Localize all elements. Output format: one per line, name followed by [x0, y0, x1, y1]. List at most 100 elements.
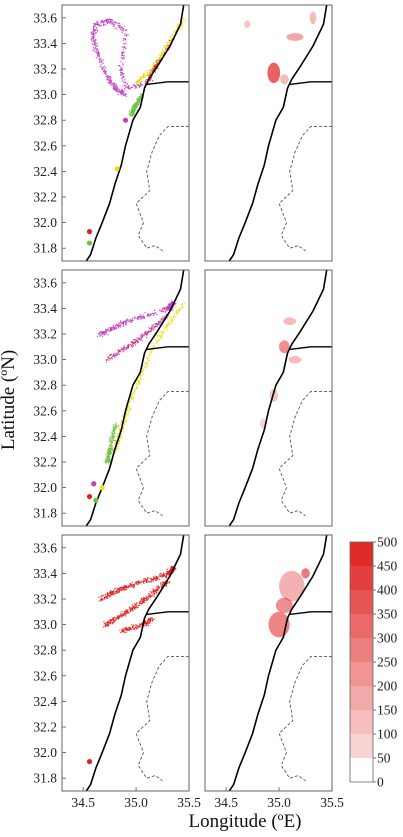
particle-dot	[104, 66, 107, 69]
particle-dot	[125, 323, 127, 325]
particle-dot	[141, 80, 143, 82]
particle-dot	[109, 354, 111, 356]
particle-dot	[161, 52, 163, 54]
particle-dot	[130, 607, 132, 609]
particle-dot	[112, 428, 114, 430]
particle-dot	[142, 373, 144, 375]
particle-dot	[132, 110, 134, 112]
particle-dot	[111, 430, 113, 432]
particle-dot	[128, 320, 130, 322]
particle-dot	[92, 26, 95, 29]
particle-dot	[133, 103, 135, 105]
particle-dot	[164, 306, 166, 308]
particle-dot	[102, 62, 104, 64]
particle-dot	[131, 608, 133, 610]
particle-dot	[125, 418, 127, 420]
particle-dot	[103, 70, 105, 73]
particle-dot	[131, 111, 133, 113]
particle-dot	[145, 331, 147, 333]
particle-dot	[130, 398, 133, 400]
particle-dot	[110, 439, 112, 441]
particle-dot	[112, 435, 114, 438]
particle-dot	[134, 607, 137, 609]
particle-dot	[172, 308, 174, 310]
particle-dot	[127, 345, 129, 347]
particle-dot	[106, 592, 109, 594]
particle-dot	[102, 59, 104, 61]
particle-dot	[93, 31, 95, 33]
particle-dot	[132, 607, 134, 609]
lat-tick-label: 32.2	[33, 455, 57, 470]
particle-dot	[124, 424, 126, 426]
particle-dot	[110, 438, 112, 440]
particle-dot	[145, 622, 147, 624]
particle-dot	[115, 424, 118, 426]
particle-dot	[145, 623, 147, 625]
particle-dot	[122, 426, 125, 428]
particle-dot	[105, 331, 107, 333]
particle-dot	[115, 352, 117, 355]
particle-dot	[131, 585, 133, 587]
particle-dot	[148, 619, 151, 621]
particle-dot	[152, 312, 154, 314]
particle-dot	[133, 628, 135, 630]
particle-dot	[103, 626, 105, 628]
particle-dot	[118, 353, 120, 355]
particle-dot	[134, 342, 136, 344]
particle-dot	[153, 576, 155, 578]
dashed-boundary	[135, 656, 189, 782]
lat-tick-label: 32.0	[33, 480, 57, 495]
particle-dot	[100, 57, 102, 59]
particle-dot	[168, 573, 170, 575]
particle-dot	[120, 615, 122, 617]
particle-dot	[121, 30, 123, 32]
release-point-marker	[91, 481, 97, 487]
particle-dot	[123, 588, 125, 590]
particle-dot	[105, 625, 107, 628]
lat-tick-label: 32.8	[33, 643, 57, 658]
particle-dot	[162, 584, 164, 586]
particle-dot	[101, 61, 103, 63]
particle-dot	[110, 354, 112, 356]
particle-dot	[175, 30, 177, 32]
particle-dot	[112, 445, 114, 447]
density-patch	[286, 33, 304, 41]
particle-dot	[108, 450, 110, 452]
particle-dot	[117, 349, 119, 351]
particle-dot	[119, 614, 122, 616]
particle-dot	[139, 338, 141, 340]
particle-dot	[157, 577, 159, 579]
particle-dot	[133, 84, 135, 86]
release-point-marker	[114, 166, 120, 172]
particle-dot	[95, 48, 97, 50]
particle-dot	[124, 609, 127, 611]
particle-dot	[185, 21, 187, 23]
panel-frame	[204, 4, 333, 262]
particle-dot	[152, 590, 154, 592]
particle-dot	[165, 310, 167, 312]
particle-dot	[159, 52, 161, 54]
particle-dot	[164, 327, 166, 329]
particle-dot	[147, 333, 149, 335]
particle-dot	[119, 437, 121, 439]
particle-dot	[116, 89, 119, 91]
particle-dot	[103, 332, 106, 334]
particle-dot	[162, 335, 164, 337]
lon-tick-label: 34.5	[214, 795, 238, 810]
coastline	[228, 270, 328, 526]
particle-dot	[108, 619, 110, 621]
particle-dot	[118, 349, 120, 352]
particle-dot	[96, 49, 98, 51]
particle-dot	[110, 453, 112, 455]
particle-dot	[155, 323, 157, 325]
particle-dot	[115, 90, 117, 92]
particle-dot	[157, 589, 159, 592]
particle-dot	[106, 597, 108, 599]
particle-dot	[116, 592, 118, 594]
dashed-boundary	[135, 126, 189, 252]
particle-dot	[98, 596, 100, 598]
particle-dot	[139, 99, 141, 101]
particle-dot	[104, 331, 106, 333]
particle-dot	[151, 580, 153, 582]
particle-dot	[156, 576, 158, 578]
